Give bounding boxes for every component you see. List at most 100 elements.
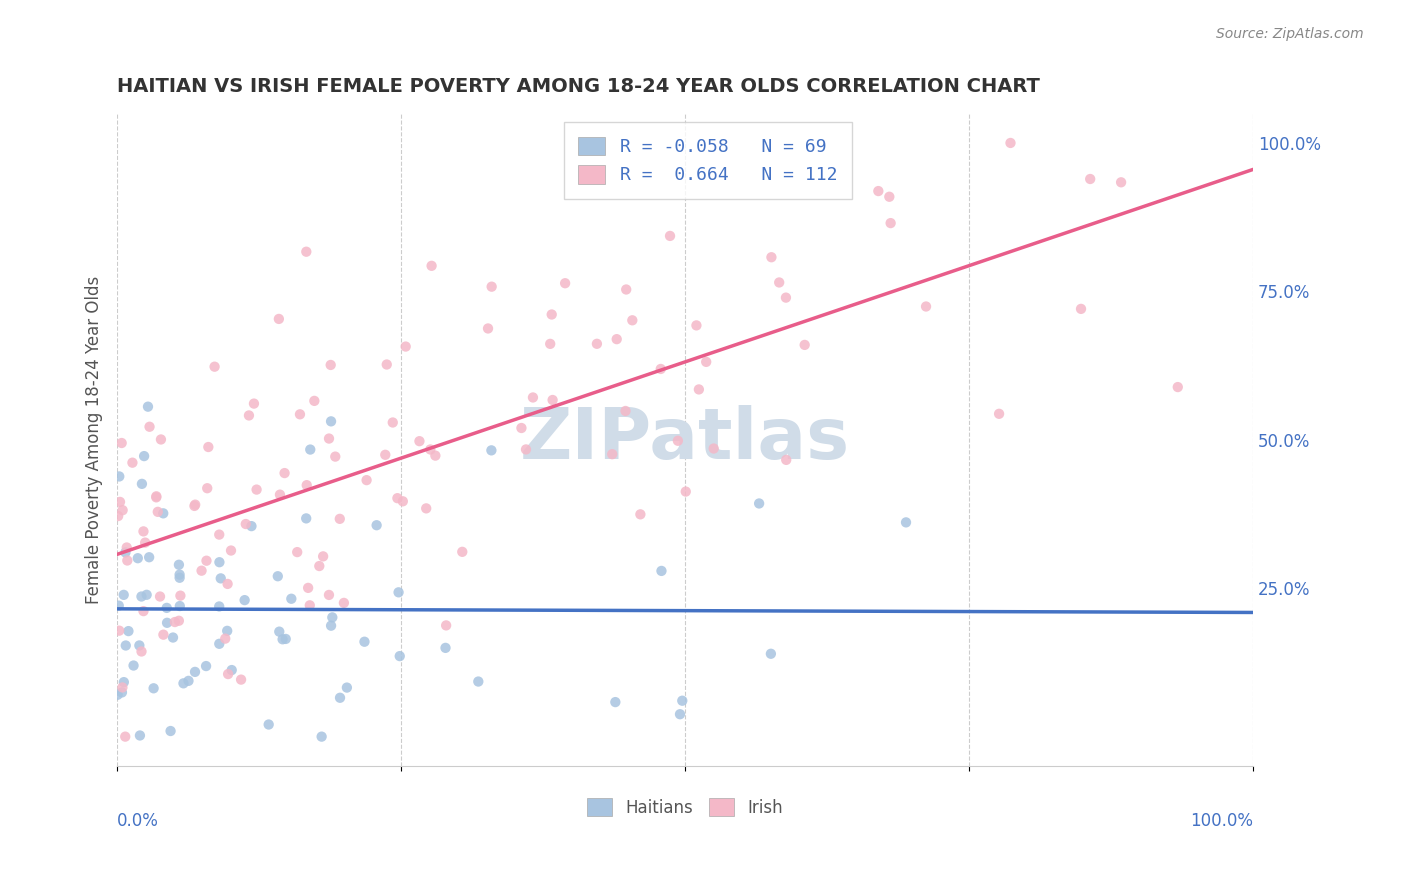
Point xyxy=(586,336,609,351)
Point xyxy=(319,358,342,372)
Point xyxy=(152,628,174,642)
Point xyxy=(159,724,181,739)
Point xyxy=(169,571,191,585)
Point xyxy=(117,553,139,567)
Point xyxy=(114,730,136,744)
Point xyxy=(108,469,131,483)
Point xyxy=(243,396,266,410)
Point xyxy=(392,494,415,508)
Point xyxy=(214,632,236,646)
Point xyxy=(538,336,561,351)
Point xyxy=(107,509,129,524)
Point xyxy=(311,730,333,744)
Point xyxy=(149,433,172,447)
Point xyxy=(606,332,628,346)
Point xyxy=(434,640,457,655)
Point xyxy=(477,321,499,335)
Point xyxy=(304,393,326,408)
Point xyxy=(169,599,191,613)
Point xyxy=(167,558,190,572)
Point xyxy=(177,673,200,688)
Point xyxy=(375,358,398,372)
Point xyxy=(650,362,672,376)
Point xyxy=(333,596,356,610)
Point xyxy=(184,498,207,512)
Point xyxy=(510,421,533,435)
Point xyxy=(138,419,160,434)
Point xyxy=(748,496,770,510)
Point xyxy=(267,569,290,583)
Point xyxy=(775,453,797,467)
Point xyxy=(121,456,143,470)
Point xyxy=(257,717,280,731)
Point xyxy=(221,663,243,677)
Point xyxy=(217,667,239,681)
Point xyxy=(208,637,231,651)
Point xyxy=(209,571,232,585)
Point xyxy=(107,688,129,702)
Point xyxy=(145,491,167,505)
Point xyxy=(988,407,1011,421)
Point xyxy=(321,610,343,624)
Point xyxy=(336,681,359,695)
Point xyxy=(111,685,134,699)
Point xyxy=(420,259,443,273)
Point xyxy=(415,501,437,516)
Text: 100.0%: 100.0% xyxy=(1189,812,1253,830)
Point xyxy=(111,436,134,450)
Point xyxy=(274,632,297,646)
Point xyxy=(135,588,157,602)
Text: Source: ZipAtlas.com: Source: ZipAtlas.com xyxy=(1216,27,1364,41)
Point xyxy=(183,499,205,513)
Point xyxy=(114,639,136,653)
Point xyxy=(318,432,340,446)
Text: HAITIAN VS IRISH FEMALE POVERTY AMONG 18-24 YEAR OLDS CORRELATION CHART: HAITIAN VS IRISH FEMALE POVERTY AMONG 18… xyxy=(117,78,1040,96)
Point xyxy=(169,567,191,582)
Point xyxy=(318,588,340,602)
Point xyxy=(112,675,135,690)
Point xyxy=(146,505,169,519)
Point xyxy=(208,555,231,569)
Point xyxy=(408,434,430,449)
Point xyxy=(299,442,322,457)
Point xyxy=(775,291,797,305)
Point xyxy=(759,647,782,661)
Point xyxy=(650,564,672,578)
Point xyxy=(235,516,257,531)
Point xyxy=(169,589,191,603)
Point xyxy=(156,600,179,615)
Point xyxy=(122,658,145,673)
Point xyxy=(688,383,710,397)
Point xyxy=(374,448,396,462)
Point xyxy=(208,599,231,614)
Point xyxy=(614,404,637,418)
Point xyxy=(614,283,637,297)
Point xyxy=(172,676,194,690)
Point xyxy=(280,591,302,606)
Point xyxy=(285,545,308,559)
Point xyxy=(184,665,207,679)
Point xyxy=(540,308,562,322)
Point xyxy=(329,512,352,526)
Point xyxy=(195,659,218,673)
Point xyxy=(554,277,576,291)
Point xyxy=(1167,380,1189,394)
Point xyxy=(269,624,291,639)
Point xyxy=(295,244,318,259)
Point xyxy=(434,618,457,632)
Point xyxy=(273,466,295,480)
Point xyxy=(145,489,167,503)
Point xyxy=(111,681,134,695)
Point xyxy=(197,440,219,454)
Point xyxy=(329,690,352,705)
Point xyxy=(127,551,149,566)
Point xyxy=(522,391,544,405)
Point xyxy=(666,434,689,448)
Point xyxy=(481,279,503,293)
Point xyxy=(271,632,294,647)
Point xyxy=(387,585,409,599)
Point xyxy=(233,593,256,607)
Point xyxy=(671,694,693,708)
Point xyxy=(269,488,291,502)
Point xyxy=(600,447,623,461)
